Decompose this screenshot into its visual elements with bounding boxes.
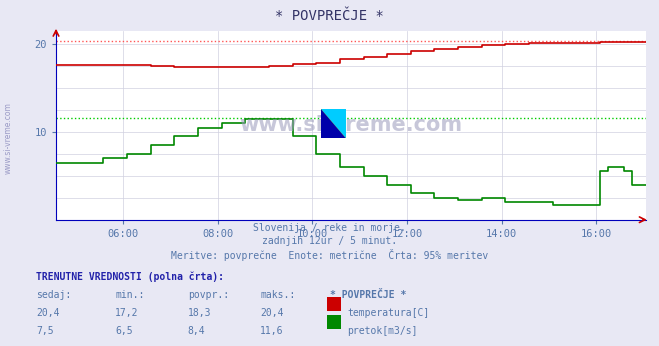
- Text: * POVPREČJE *: * POVPREČJE *: [330, 290, 406, 300]
- Text: povpr.:: povpr.:: [188, 290, 229, 300]
- Text: www.si-vreme.com: www.si-vreme.com: [3, 102, 13, 174]
- Text: Slovenija / reke in morje.: Slovenija / reke in morje.: [253, 223, 406, 233]
- Text: 6,5: 6,5: [115, 326, 133, 336]
- Text: zadnjih 12ur / 5 minut.: zadnjih 12ur / 5 minut.: [262, 236, 397, 246]
- Text: 20,4: 20,4: [260, 308, 284, 318]
- Text: * POVPREČJE *: * POVPREČJE *: [275, 9, 384, 22]
- Text: 18,3: 18,3: [188, 308, 212, 318]
- Polygon shape: [321, 109, 346, 138]
- Text: temperatura[C]: temperatura[C]: [347, 308, 430, 318]
- Text: 8,4: 8,4: [188, 326, 206, 336]
- Text: pretok[m3/s]: pretok[m3/s]: [347, 326, 418, 336]
- Text: 20,4: 20,4: [36, 308, 60, 318]
- Polygon shape: [321, 109, 346, 138]
- Text: min.:: min.:: [115, 290, 145, 300]
- Text: Meritve: povprečne  Enote: metrične  Črta: 95% meritev: Meritve: povprečne Enote: metrične Črta:…: [171, 249, 488, 262]
- Text: 17,2: 17,2: [115, 308, 139, 318]
- Text: 7,5: 7,5: [36, 326, 54, 336]
- Text: www.si-vreme.com: www.si-vreme.com: [239, 116, 463, 135]
- Text: sedaj:: sedaj:: [36, 290, 71, 300]
- Text: maks.:: maks.:: [260, 290, 295, 300]
- Text: 11,6: 11,6: [260, 326, 284, 336]
- Text: TRENUTNE VREDNOSTI (polna črta):: TRENUTNE VREDNOSTI (polna črta):: [36, 272, 224, 282]
